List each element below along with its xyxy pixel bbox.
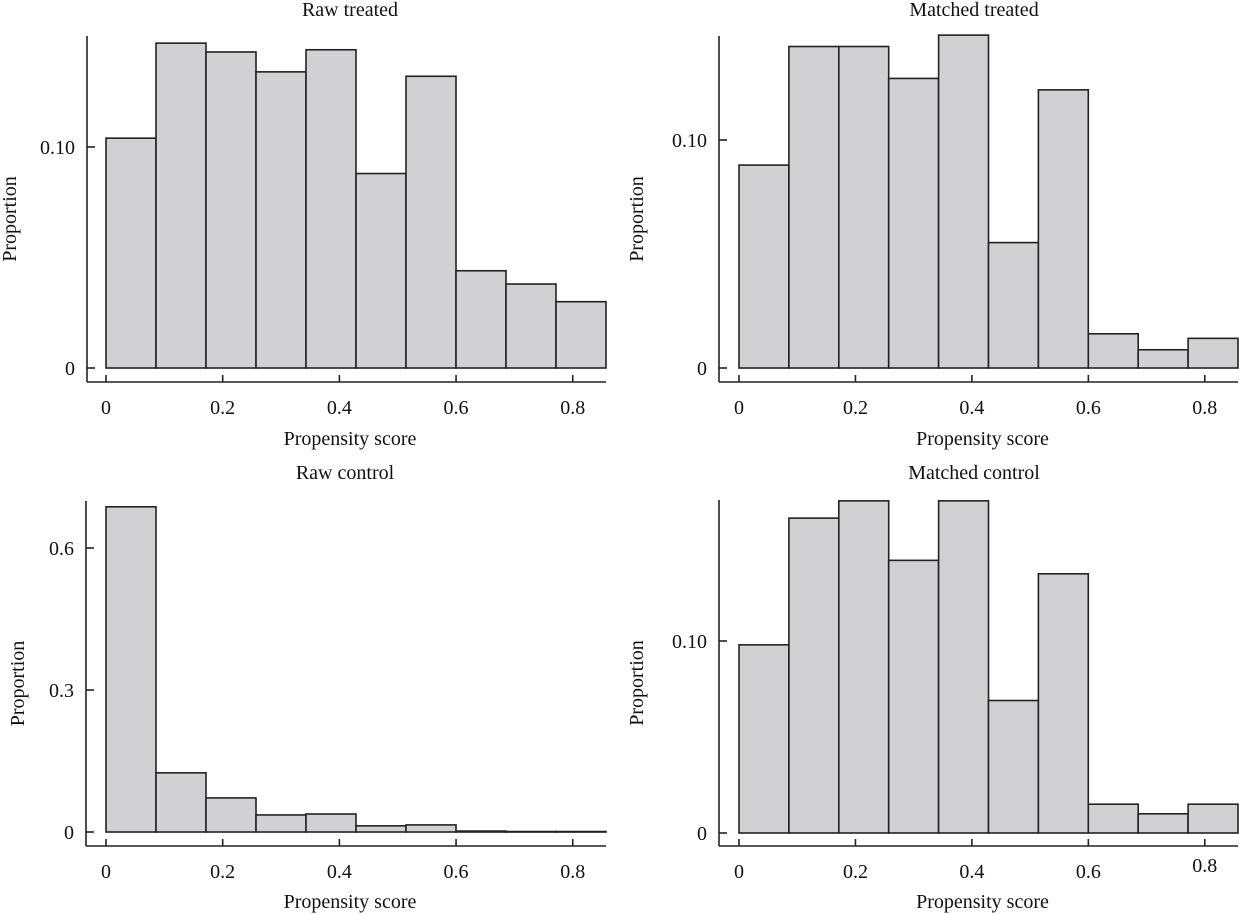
y-tick-label: 0.10 (40, 137, 75, 159)
y-tick-label: 0 (65, 358, 75, 380)
histogram-bar (1037, 572, 1090, 834)
histogram-bar (105, 506, 157, 833)
histogram-bar (405, 824, 457, 833)
panel-matched-treated: Matched treated 0 0.10 0 0.2 0.4 0.6 0.8 Propens… (626, 0, 1239, 450)
histogram-bar (788, 517, 840, 834)
x-tick-label: 0.2 (210, 861, 235, 883)
histogram-bar (1087, 803, 1140, 834)
x-tick-label: 0.6 (1076, 861, 1101, 883)
x-axis-label: Propensity score (916, 428, 1049, 450)
x-tick-label: 0.2 (210, 397, 235, 419)
histogram-bar (505, 830, 557, 833)
panel-title: Matched treated (909, 0, 1038, 21)
histogram-bar (355, 825, 407, 833)
x-axis-label: Propensity score (284, 891, 417, 913)
panel-matched-control: Matched control 0 0.10 0 0.2 0.4 0.6 0.8 Propens… (626, 462, 1239, 913)
y-tick-label: 0 (64, 822, 74, 844)
y-tick-label: 0.10 (672, 130, 707, 152)
y-axis-label: Proportion (0, 176, 21, 262)
x-tick-label: 0 (734, 861, 744, 883)
histogram-bar (305, 48, 357, 369)
y-axis-label: Proportion (626, 176, 648, 262)
x-tick-label: 0.4 (327, 397, 352, 419)
x-tick-label: 0.4 (959, 861, 984, 883)
histogram-bar (255, 814, 307, 833)
histogram-bar (355, 172, 407, 369)
histogram-bar (305, 813, 357, 833)
x-tick-label: 0.6 (444, 397, 469, 419)
histogram-bar (788, 45, 840, 369)
x-tick-label: 0.4 (959, 397, 984, 419)
panel-title: Matched control (908, 462, 1040, 484)
histogram-bar (455, 269, 507, 369)
panel-title: Raw treated (302, 0, 398, 21)
y-tick-label: 0.3 (49, 680, 74, 702)
histogram-bar (738, 644, 790, 834)
histogram-bar (505, 283, 557, 369)
y-tick-label: 0.10 (672, 631, 707, 653)
y-tick-label: 0.6 (49, 538, 74, 560)
panel-raw-treated: Raw treated 0 0.10 0 0.2 0.4 0.6 0.8 Propensity … (0, 0, 607, 450)
y-tick-label: 0 (697, 823, 707, 845)
histogram-bar (937, 500, 990, 834)
histogram-bar (255, 71, 307, 369)
histogram-bar (1187, 803, 1239, 834)
histogram-bar (405, 75, 457, 369)
y-tick-label: 0 (697, 358, 707, 380)
histogram-bar (987, 699, 1040, 834)
x-tick-label: 0.8 (560, 861, 585, 883)
y-axis-label: Proportion (7, 641, 29, 727)
x-axis-label: Propensity score (284, 428, 417, 450)
x-tick-label: 0 (101, 861, 111, 883)
y-axis-label: Proportion (626, 640, 648, 726)
x-tick-label: 0.8 (1192, 855, 1217, 877)
histogram-bar (987, 241, 1040, 369)
histogram-bar (455, 830, 507, 833)
histogram-bar (155, 772, 207, 833)
panel-raw-control: Raw control 0 0.3 0.6 0 0.2 0.4 0.6 0.8 Propensit… (7, 462, 607, 913)
x-tick-label: 0.6 (444, 861, 469, 883)
x-tick-label: 0.6 (1076, 397, 1101, 419)
histogram-bar (1187, 337, 1239, 369)
histogram-bar (105, 137, 157, 369)
histogram-bar (205, 51, 257, 369)
histogram-bar (205, 797, 257, 833)
histogram-bar (1087, 332, 1140, 369)
histogram-bar (887, 77, 940, 369)
x-tick-label: 0.2 (843, 861, 868, 883)
histogram-bar (837, 500, 890, 834)
histogram-bar (1137, 348, 1189, 369)
x-tick-label: 0.8 (560, 397, 585, 419)
histogram-bar (555, 300, 607, 369)
histogram-bar (1137, 812, 1189, 834)
panel-title: Raw control (296, 462, 395, 484)
histogram-bar (155, 42, 207, 369)
histogram-bar (887, 559, 940, 834)
histogram-bar (738, 164, 790, 369)
x-tick-label: 0.2 (843, 397, 868, 419)
x-axis-label: Propensity score (916, 891, 1049, 913)
histogram-bar (937, 34, 990, 369)
x-tick-label: 0.4 (327, 861, 352, 883)
x-tick-label: 0 (734, 397, 744, 419)
histogram-bar (555, 830, 607, 833)
histogram-bar (1037, 89, 1090, 369)
x-tick-label: 0.8 (1192, 397, 1217, 419)
x-tick-label: 0 (101, 397, 111, 419)
histogram-bar (837, 45, 890, 369)
